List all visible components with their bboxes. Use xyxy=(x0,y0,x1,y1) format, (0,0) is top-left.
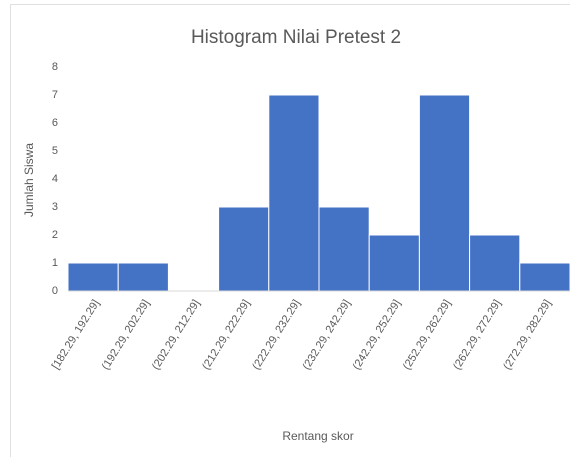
x-tick-label: [182.29, 192.29] xyxy=(50,298,102,372)
y-tick-label: 0 xyxy=(52,285,58,297)
y-tick-label: 8 xyxy=(52,61,58,73)
chart-title: Histogram Nilai Pretest 2 xyxy=(191,27,401,48)
bar xyxy=(418,94,471,292)
y-tick-label: 7 xyxy=(52,89,58,101)
y-tick-label: 1 xyxy=(52,257,58,269)
x-tick-label: (222.29, 232.29] xyxy=(250,298,303,372)
x-tick-label: (262.29, 272.29] xyxy=(451,298,504,372)
y-axis-title: Jumlah Siswa xyxy=(22,143,36,217)
x-tick-label: (212.29, 222.29] xyxy=(200,298,253,372)
bar xyxy=(318,206,370,292)
y-tick-label: 4 xyxy=(52,173,58,185)
x-tick-label: (252.29, 262.29] xyxy=(401,298,454,372)
x-tick-label: (242.29, 252.29] xyxy=(351,298,404,372)
bar xyxy=(368,234,420,292)
bar xyxy=(67,262,119,292)
y-tick-label: 2 xyxy=(52,229,58,241)
x-tick-label: (202.29, 212.29] xyxy=(150,298,203,372)
x-axis-title: Rentang skor xyxy=(282,429,353,443)
y-tick-label: 5 xyxy=(52,145,58,157)
y-tick-label: 6 xyxy=(52,117,58,129)
y-tick-label: 3 xyxy=(52,201,58,213)
bar xyxy=(218,206,270,292)
x-tick-label: (192.29, 202.29] xyxy=(100,298,153,372)
x-tick-label: (272.29, 282.29] xyxy=(501,298,554,372)
chart-border xyxy=(10,4,570,457)
bar xyxy=(469,234,521,292)
bar xyxy=(268,94,320,292)
bar xyxy=(519,262,570,292)
x-tick-label: (232.29, 242.29] xyxy=(300,298,353,372)
bar xyxy=(117,262,169,292)
